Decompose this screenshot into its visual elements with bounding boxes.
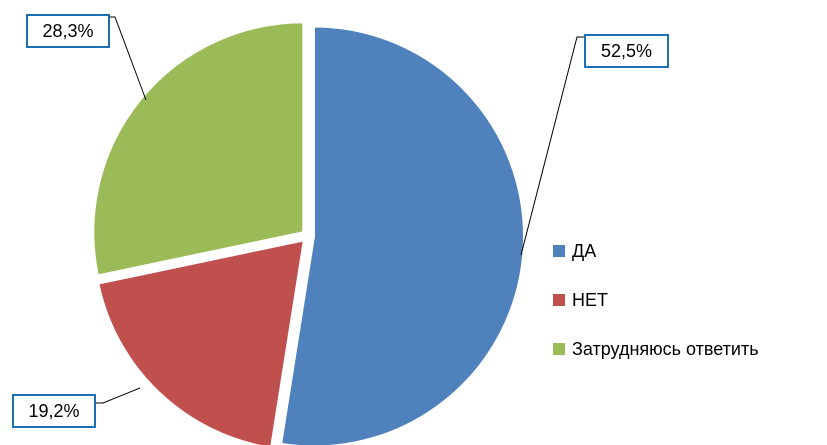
leader-line xyxy=(520,36,585,256)
label-box xyxy=(12,394,96,428)
pie-slice xyxy=(97,239,306,445)
legend-swatch xyxy=(553,294,565,306)
data-label: 19,2% xyxy=(28,401,79,421)
legend-label: Затрудняюсь ответить xyxy=(572,339,759,359)
pie-slice xyxy=(92,21,305,277)
data-label: 28,3% xyxy=(42,21,93,41)
legend-label: НЕТ xyxy=(572,290,608,310)
legend-swatch xyxy=(553,245,565,257)
leader-line xyxy=(95,387,141,404)
data-label: 52,5% xyxy=(601,41,652,61)
legend-label: ДА xyxy=(572,241,596,261)
pie-slice xyxy=(279,25,525,445)
label-box xyxy=(584,34,669,68)
leader-line xyxy=(109,16,147,101)
label-box xyxy=(26,14,110,48)
legend-swatch xyxy=(553,343,565,355)
